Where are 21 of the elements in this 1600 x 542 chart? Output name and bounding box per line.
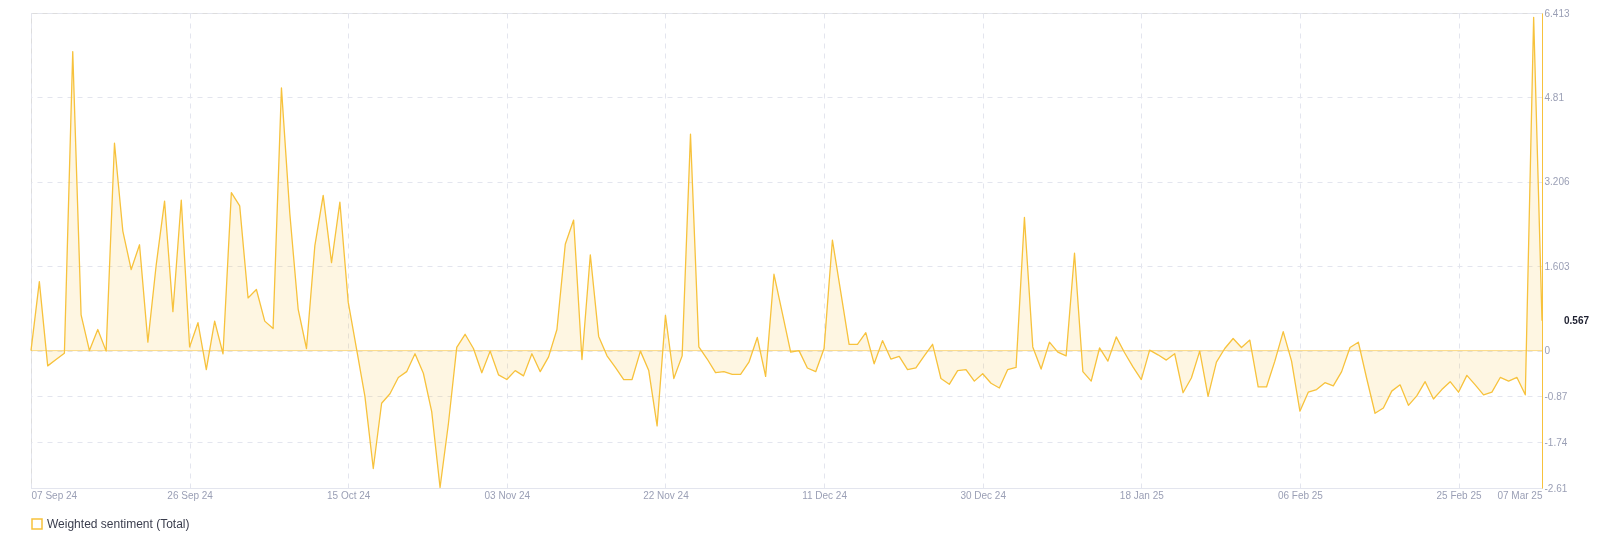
x-tick-label: 06 Feb 25 [1277, 489, 1324, 501]
x-tick-label: 03 Nov 24 [484, 489, 531, 501]
y-tick-label: -2.61 [1544, 482, 1568, 494]
legend-label: Weighted sentiment (Total) [47, 517, 190, 531]
y-tick-label: 6.413 [1544, 7, 1570, 19]
x-tick-label: 30 Dec 24 [960, 489, 1007, 501]
y-tick-label: 0 [1544, 345, 1551, 357]
x-tick-label: 15 Oct 24 [327, 489, 371, 501]
y-tick-label: 3.206 [1544, 176, 1570, 188]
y-tick-label: -1.74 [1544, 436, 1568, 448]
x-tick-label: 22 Nov 24 [643, 489, 690, 501]
x-tick-label: 26 Sep 24 [167, 489, 214, 501]
x-tick-label: 18 Jan 25 [1119, 489, 1165, 501]
y-tick-label: -0.87 [1544, 390, 1568, 402]
x-tick-label: 07 Mar 25 [1497, 489, 1543, 501]
y-tick-label: 1.603 [1544, 260, 1570, 272]
annotation: 0.567 [1564, 314, 1590, 326]
x-tick-label: 11 Dec 24 [802, 489, 848, 501]
x-tick-label: 07 Sep 24 [31, 489, 78, 501]
y-tick-label: 4.81 [1544, 91, 1565, 103]
x-tick-label: 25 Feb 25 [1436, 489, 1482, 501]
